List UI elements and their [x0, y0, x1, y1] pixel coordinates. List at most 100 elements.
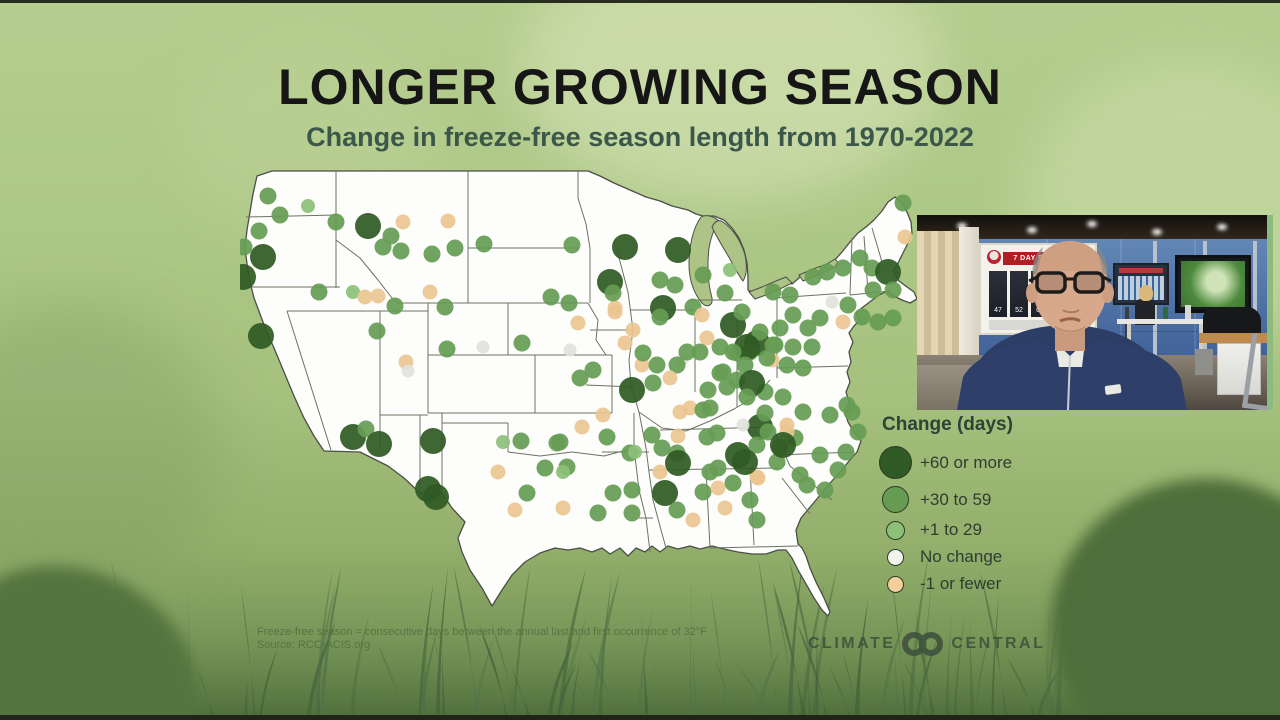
- station-dot: [512, 432, 530, 450]
- station-dot: [248, 323, 274, 349]
- station-dot: [834, 259, 852, 277]
- station-dot: [668, 501, 686, 519]
- legend-item: +1 to 29: [876, 520, 1076, 540]
- station-dot: [821, 406, 839, 424]
- station-dot: [750, 470, 766, 486]
- station-dot: [784, 306, 802, 324]
- station-dot: [496, 435, 510, 449]
- definition-line: Freeze-free season = consecutive days be…: [257, 626, 707, 638]
- station-dot: [733, 303, 751, 321]
- station-dot: [758, 349, 776, 367]
- legend-label: +1 to 29: [920, 520, 982, 539]
- station-dot: [355, 213, 381, 239]
- letterbox-strip: [0, 715, 1280, 720]
- presenter-webcam-inset: 7 DAY FORECAST 4752636465: [917, 215, 1273, 410]
- legend-item: -1 or fewer: [876, 574, 1076, 594]
- standing-desk: [1117, 319, 1209, 324]
- station-dot: [420, 428, 446, 454]
- station-dot: [724, 343, 742, 361]
- forecast-screen-footer: [989, 320, 1091, 330]
- station-dot: [651, 271, 669, 289]
- legend-label: No change: [920, 547, 1003, 566]
- station-dot: [672, 404, 688, 420]
- station-dot: [240, 264, 256, 290]
- station-dot: [748, 436, 766, 454]
- station-dot: [751, 323, 769, 341]
- station-dot: [691, 343, 709, 361]
- ceiling-light: [957, 223, 967, 229]
- station-dot: [884, 309, 902, 327]
- wood-bench: [1199, 333, 1273, 343]
- station-dot: [595, 407, 611, 423]
- station-dot: [357, 420, 375, 438]
- station-dot: [864, 281, 882, 299]
- legend-swatch-icon: [878, 446, 912, 479]
- legend-swatch-icon: [881, 486, 909, 513]
- station-dot: [327, 213, 345, 231]
- station-dot: [736, 356, 754, 374]
- station-dot: [423, 484, 449, 510]
- station-dot: [685, 512, 701, 528]
- station-dot: [607, 304, 623, 320]
- ceiling-light: [1217, 224, 1227, 230]
- station-dot: [799, 319, 817, 337]
- station-dot: [759, 423, 777, 441]
- station-dot: [678, 343, 696, 361]
- station-dot: [770, 432, 796, 458]
- station-dot: [571, 369, 589, 387]
- station-dot: [694, 266, 712, 284]
- station-dot: [764, 283, 782, 301]
- map-legend: Change (days) +60 or more +30 to 59 +1 to …: [876, 414, 1076, 601]
- station-dot: [310, 283, 328, 301]
- station-dot: [612, 234, 638, 260]
- station-dot: [346, 285, 360, 299]
- climate-central-rings-icon: [902, 632, 944, 656]
- station-dot: [617, 335, 633, 351]
- station-dots-layer: [240, 187, 913, 529]
- station-dot: [357, 289, 373, 305]
- ceiling-light: [1027, 227, 1037, 233]
- station-dot: [628, 445, 642, 459]
- station-dot: [716, 284, 734, 302]
- studio-column: [959, 227, 979, 382]
- legend-swatch-icon: [886, 575, 904, 593]
- station-dot: [741, 491, 759, 509]
- station-dot: [853, 308, 871, 326]
- source-note: Freeze-free season = consecutive days be…: [257, 626, 707, 652]
- station-dot: [818, 263, 836, 281]
- bottle: [1163, 307, 1168, 319]
- station-dot: [835, 314, 851, 330]
- station-dot: [662, 370, 678, 386]
- letterbox-strip: [0, 0, 1280, 3]
- station-dot: [513, 334, 531, 352]
- station-dot: [648, 356, 666, 374]
- station-dot: [699, 381, 717, 399]
- station-dot: [666, 276, 684, 294]
- station-dot: [829, 461, 847, 479]
- station-dot: [574, 419, 590, 435]
- legend-item: +30 to 59: [876, 486, 1076, 513]
- ceiling-light: [1087, 221, 1097, 227]
- station-dot: [551, 433, 569, 451]
- station-dot: [804, 268, 822, 286]
- station-dot: [798, 476, 816, 494]
- station-dot: [507, 502, 523, 518]
- station-dot: [598, 428, 616, 446]
- presenter-figure: [957, 241, 1187, 410]
- station-dot: [634, 344, 652, 362]
- station-dot: [670, 428, 686, 444]
- station-dot: [374, 238, 392, 256]
- forecast-day-panel: 47: [989, 271, 1007, 317]
- station-dot: [623, 504, 641, 522]
- desk-leg: [1199, 324, 1203, 364]
- station-dot: [271, 206, 289, 224]
- monitor-wall-header: [1119, 268, 1163, 273]
- station-dot: [476, 340, 490, 354]
- station-dot: [723, 263, 737, 277]
- station-dot: [563, 343, 577, 357]
- station-logo-icon: [987, 250, 1001, 264]
- station-dot: [724, 474, 742, 492]
- station-dot: [709, 459, 727, 477]
- station-dot: [794, 403, 812, 421]
